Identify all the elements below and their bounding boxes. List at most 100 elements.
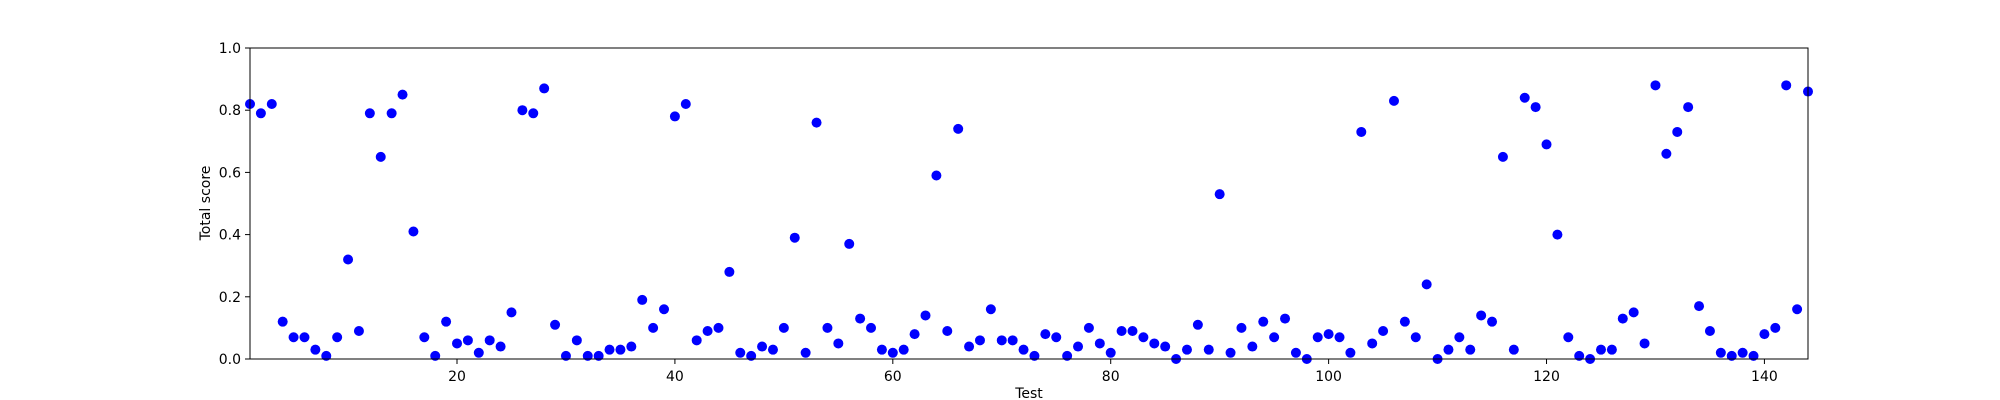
data-point [767, 344, 778, 355]
x-tick-label: 60 [884, 369, 902, 385]
y-axis: 0.0 0.2 0.4 0.6 0.8 1.0 [219, 41, 250, 368]
data-point [942, 326, 953, 337]
data-point [1149, 338, 1160, 349]
data-point [353, 326, 364, 337]
data-point [1508, 344, 1519, 355]
data-point [321, 350, 332, 361]
data-point [735, 347, 746, 358]
data-point [1269, 332, 1280, 343]
data-point [844, 238, 855, 249]
data-point [430, 350, 441, 361]
data-point [1443, 344, 1454, 355]
data-point [1650, 80, 1661, 91]
data-point [1476, 310, 1487, 321]
data-point [343, 254, 354, 265]
data-point [1563, 332, 1574, 343]
x-tick-label: 140 [1751, 369, 1778, 385]
data-point [1247, 341, 1258, 352]
data-point [713, 322, 724, 333]
data-point [1399, 316, 1410, 327]
plot-frame [249, 47, 1809, 360]
data-point [1312, 332, 1323, 343]
data-point [1454, 332, 1465, 343]
data-point [506, 307, 517, 318]
data-point [1541, 139, 1552, 150]
data-point [1497, 151, 1508, 162]
data-point [1367, 338, 1378, 349]
data-point [1574, 350, 1585, 361]
data-point [1759, 329, 1770, 340]
data-point [1105, 347, 1116, 358]
data-point [1378, 326, 1389, 337]
data-point [1388, 95, 1399, 106]
data-point [1694, 301, 1705, 312]
data-point [669, 111, 680, 122]
data-point [517, 105, 528, 116]
data-point [615, 344, 626, 355]
data-point [1062, 350, 1073, 361]
data-point [855, 313, 866, 324]
data-point [299, 332, 310, 343]
data-point [964, 341, 975, 352]
data-point [1421, 279, 1432, 290]
data-point [1280, 313, 1291, 324]
data-point [473, 347, 484, 358]
data-point [920, 310, 931, 321]
data-point [724, 266, 735, 277]
x-axis: 20 40 60 80 100 120 140 [448, 359, 1778, 385]
data-point [931, 170, 942, 181]
x-tick-label: 80 [1102, 369, 1120, 385]
data-point [680, 98, 691, 109]
data-point [1007, 335, 1018, 346]
y-tick-label: 0.4 [219, 228, 241, 244]
data-point [550, 319, 561, 330]
data-point [1018, 344, 1029, 355]
data-point [1595, 344, 1606, 355]
data-point [1519, 92, 1530, 103]
x-tick-label: 20 [448, 369, 466, 385]
data-point [1748, 350, 1759, 361]
data-point [702, 326, 713, 337]
data-point [1290, 347, 1301, 358]
data-point [386, 108, 397, 119]
data-point [1792, 304, 1803, 315]
x-tick-label: 40 [666, 369, 684, 385]
data-point [953, 123, 964, 134]
data-point [1781, 80, 1792, 91]
data-point [626, 341, 637, 352]
data-point [1410, 332, 1421, 343]
data-point [1737, 347, 1748, 358]
data-point [1192, 319, 1203, 330]
data-point [560, 350, 571, 361]
data-point [800, 347, 811, 358]
y-tick-label: 0.8 [219, 103, 241, 119]
data-point [571, 335, 582, 346]
data-point [1323, 329, 1334, 340]
data-point [1029, 350, 1040, 361]
data-point [1530, 102, 1541, 113]
data-point [1138, 332, 1149, 343]
data-point [1606, 344, 1617, 355]
data-point [1715, 347, 1726, 358]
data-point [1040, 329, 1051, 340]
data-point [1639, 338, 1650, 349]
data-point [462, 335, 473, 346]
y-tick-label: 0.0 [219, 352, 241, 368]
data-point [909, 329, 920, 340]
data-point [528, 108, 539, 119]
data-point [1083, 322, 1094, 333]
data-point [1617, 313, 1628, 324]
data-point [1345, 347, 1356, 358]
data-point [746, 350, 757, 361]
data-point [310, 344, 321, 355]
x-tick-label: 120 [1533, 369, 1560, 385]
data-point [277, 316, 288, 327]
data-point [582, 350, 593, 361]
data-point [1465, 344, 1476, 355]
y-tick-label: 0.2 [219, 290, 241, 306]
data-point [1073, 341, 1084, 352]
data-point [898, 344, 909, 355]
data-point [757, 341, 768, 352]
data-point [375, 151, 386, 162]
data-point [1225, 347, 1236, 358]
